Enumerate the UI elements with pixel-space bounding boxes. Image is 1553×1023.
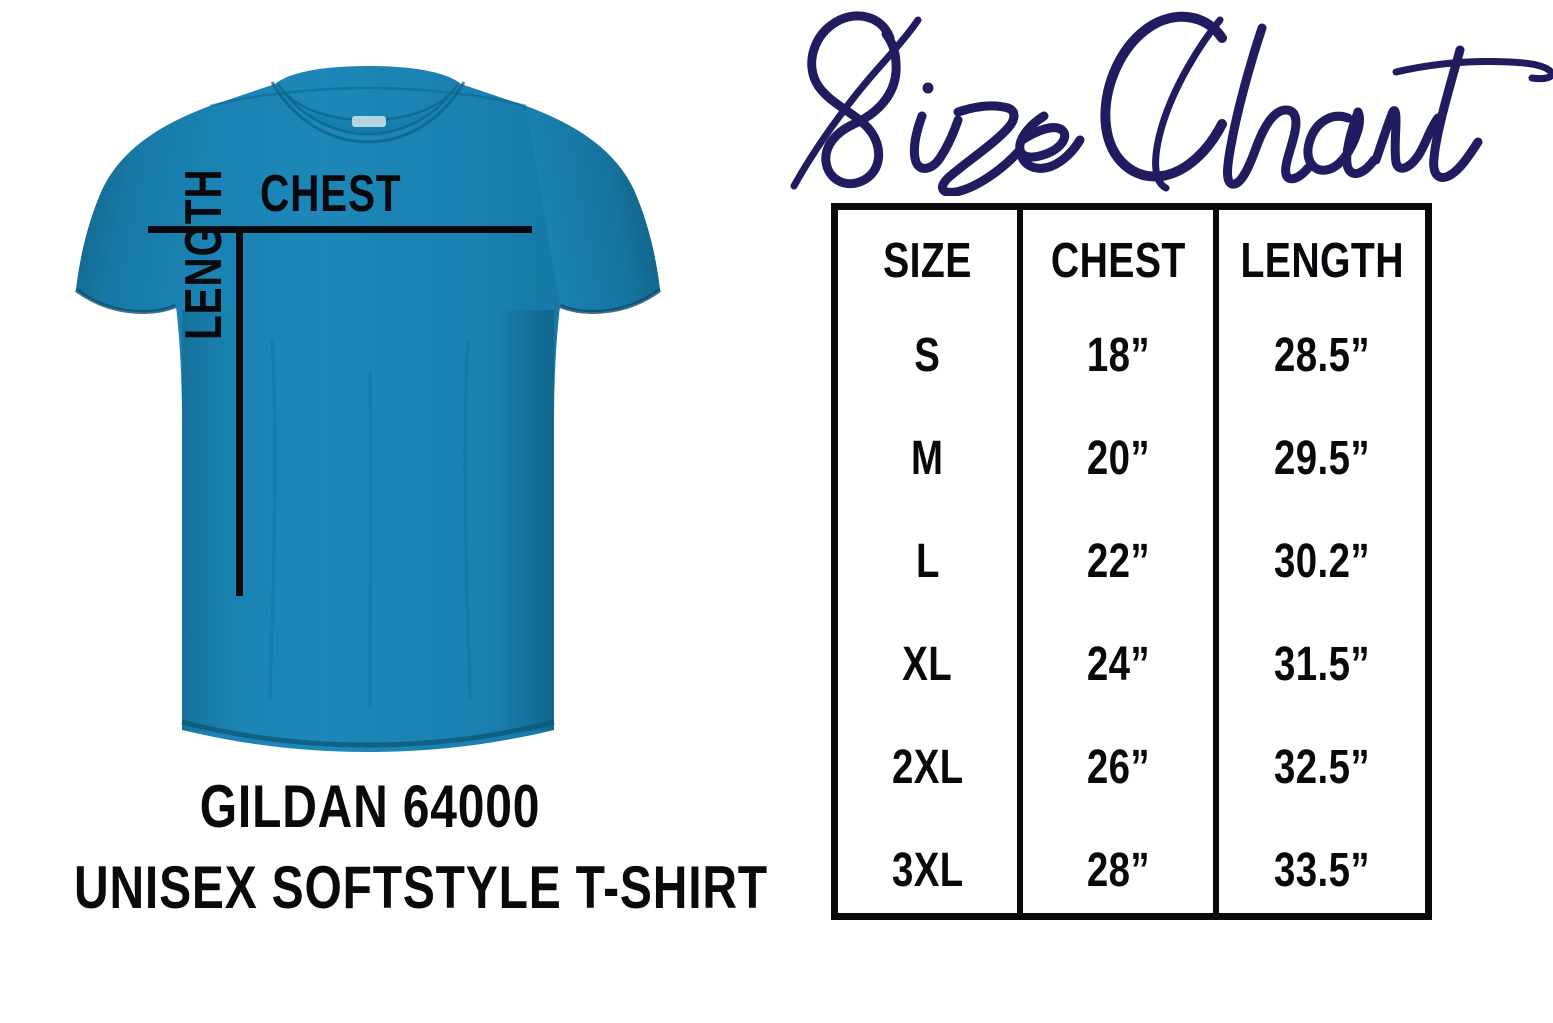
shirt-shading-left [182,310,240,734]
shirt-shading-right [496,310,554,734]
table-row: 30.2” [1274,534,1370,588]
table-row: 28.5” [1274,328,1370,382]
chart-panel: SIZE S M L XL 2XL 3XL [760,0,1553,1023]
fabric-folds [268,339,472,711]
tshirt-illustration: CHEST LENGTH [20,40,720,770]
header-size: SIZE [883,233,972,288]
column-size: SIZE S M L XL 2XL 3XL [838,210,1023,913]
table-row: 20” [1086,431,1150,485]
shirt-sleeve-left [76,106,210,312]
table-row: 2XL [891,740,964,794]
chart-title-script [790,11,1553,196]
collar-ribbing [270,81,466,144]
sleeve-hem-left [74,288,177,315]
neck-label [352,116,386,127]
table-row: 3XL [891,843,964,897]
shirt-collar [276,83,460,136]
table-row: 24” [1086,637,1150,691]
table-row: L [915,534,940,588]
table-row: 29.5” [1274,431,1370,485]
table-row: 18” [1086,328,1150,382]
sleeve-hem-right [559,288,662,315]
tshirt-graphic [74,66,662,752]
bottom-hem [181,719,555,748]
product-description: UNISEX SOFTSTYLE T-SHIRT [74,853,768,921]
table-row: 32.5” [1274,740,1370,794]
column-length: LENGTH 28.5” 29.5” 30.2” 31.5” 32.5” [1219,210,1425,913]
chart-title [770,0,1553,196]
size-table: SIZE S M L XL 2XL 3XL [831,203,1432,920]
table-row: 33.5” [1274,843,1370,897]
column-chest: CHEST 18” 20” 22” 24” 26” 28” [1023,210,1219,913]
table-row: 22” [1086,534,1150,588]
shoulder-seam [209,86,527,108]
header-chest: CHEST [1050,233,1186,288]
table-row: 31.5” [1274,637,1370,691]
product-caption: GILDAN 64000 UNISEX SOFTSTYLE T-SHIRT [0,773,768,921]
header-length: LENGTH [1240,233,1404,288]
product-style-number: GILDAN 64000 [199,773,541,840]
table-row: 28” [1086,843,1150,897]
table-row: XL [902,637,953,691]
product-panel: CHEST LENGTH GILDAN 64000 UNISEX SOFTSTY… [0,0,768,1023]
shirt-sleeve-right [526,106,660,312]
table-row: M [911,431,944,485]
table-row: 26” [1086,740,1150,794]
table-row: S [914,328,941,382]
